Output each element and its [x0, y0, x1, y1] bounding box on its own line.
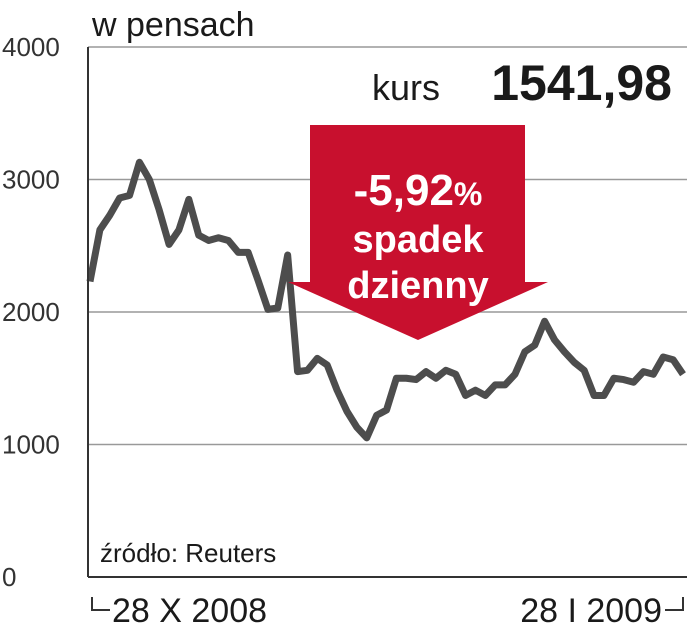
change-unit: %: [454, 176, 482, 212]
y-tick-label: 3000: [2, 165, 60, 195]
y-tick-label: 1000: [2, 430, 60, 460]
change-text: -5,92%: [354, 166, 483, 215]
change-line: spadek: [353, 219, 485, 261]
arrow: [288, 125, 548, 340]
bracket: [665, 597, 684, 611]
x-tick-label: 28 X 2008: [112, 592, 267, 630]
x-tick-label: 28 I 2009: [520, 592, 662, 630]
y-tick-label: 0: [2, 562, 16, 592]
bracket: [91, 597, 110, 611]
price-label: kurs: [372, 67, 440, 108]
y-tick-label: 2000: [2, 297, 60, 327]
change-value: -5,92: [354, 166, 454, 215]
price-line: [86, 158, 686, 442]
y-tick-label: 4000: [2, 32, 60, 62]
source: źródło: Reuters: [100, 538, 276, 568]
change-line: dzienny: [347, 265, 488, 307]
chart-title: w pensach: [91, 6, 255, 44]
price-value: 1541,98: [491, 55, 672, 111]
